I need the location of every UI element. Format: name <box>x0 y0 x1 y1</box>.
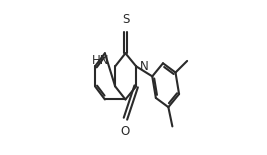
Text: N: N <box>140 60 148 73</box>
Text: HN: HN <box>91 54 109 67</box>
Text: S: S <box>122 13 129 26</box>
Text: O: O <box>121 125 130 138</box>
